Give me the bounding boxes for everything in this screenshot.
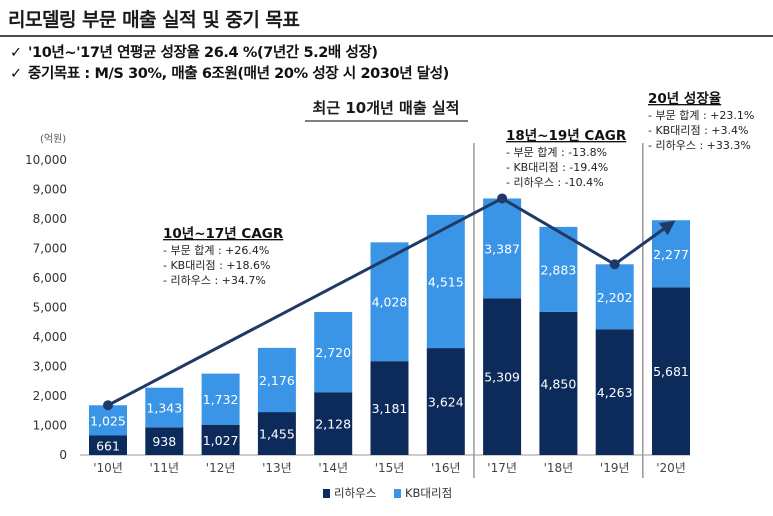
bar-rihouse — [652, 287, 690, 455]
data-label-rihouse: 3,181 — [372, 401, 408, 416]
y-tick-label: 6,000 — [33, 271, 67, 285]
trend-point — [497, 193, 508, 204]
data-label-kb-dealer: 2,176 — [259, 373, 295, 388]
x-tick-label: '13년 — [262, 461, 292, 475]
annotation-line: - KB대리점 : -19.4% — [506, 161, 608, 174]
trend-arrow-19-20 — [613, 220, 676, 266]
x-tick-label: '11년 — [149, 461, 179, 475]
data-label-kb-dealer: 2,883 — [541, 262, 577, 277]
title-divider — [0, 35, 773, 37]
legend-label-rihouse: 리하우스 — [334, 486, 376, 500]
bar-kb-dealer — [145, 387, 184, 428]
y-tick-label: 2,000 — [33, 389, 67, 403]
data-label-kb-dealer: 3,387 — [484, 241, 520, 256]
y-tick-label: 10,000 — [25, 153, 67, 167]
data-label-rihouse: 2,128 — [315, 417, 351, 432]
bar-kb-dealer — [539, 226, 578, 312]
bar-rihouse — [483, 298, 522, 455]
bar-kb-dealer — [314, 311, 353, 393]
y-tick-label: 3,000 — [33, 360, 67, 374]
legend-label-kb-dealer: KB대리점 — [405, 486, 452, 500]
bar-rihouse — [201, 424, 240, 455]
x-tick-label: '15년 — [375, 461, 405, 475]
chart-title: 최근 10개년 매출 실적 — [313, 99, 460, 117]
x-tick-label: '19년 — [600, 461, 630, 475]
y-tick-label: 9,000 — [33, 183, 67, 197]
x-tick-label: '18년 — [544, 461, 574, 475]
x-tick-label: '16년 — [431, 461, 461, 475]
check-icon: ✓ — [10, 66, 22, 82]
trend-point — [103, 400, 113, 411]
x-tick-label: '14년 — [318, 461, 348, 475]
unit-label: (억원) — [40, 133, 66, 145]
annotation-title: 20년 성장율 — [648, 90, 721, 107]
data-label-rihouse: 1,027 — [203, 433, 239, 448]
bar-kb-dealer — [257, 347, 296, 413]
bar-rihouse — [426, 348, 465, 455]
check-icon: ✓ — [10, 45, 22, 61]
page-title: 리모델링 부문 매출 실적 및 중기 목표 — [8, 9, 300, 31]
data-label-kb-dealer: 2,202 — [597, 290, 633, 305]
bar-kb-dealer — [426, 214, 465, 349]
bar-kb-dealer — [483, 198, 522, 299]
data-label-kb-dealer: 1,732 — [203, 392, 239, 407]
y-tick-label: 0 — [59, 448, 67, 462]
data-label-rihouse: 4,263 — [597, 385, 633, 400]
bar-rihouse — [370, 361, 409, 455]
bar-rihouse — [595, 329, 634, 455]
bar-rihouse — [257, 412, 296, 455]
y-tick-label: 8,000 — [33, 212, 67, 226]
trend-line-17-19 — [501, 197, 616, 266]
annotation-line: - 부문 합계 : -13.8% — [506, 146, 607, 159]
bar-kb-dealer — [201, 373, 240, 425]
data-label-kb-dealer: 1,343 — [146, 401, 182, 416]
data-label-kb-dealer: 4,515 — [428, 274, 464, 289]
data-label-rihouse: 5,309 — [484, 370, 520, 385]
data-label-rihouse: 1,455 — [259, 427, 295, 442]
legend-swatch-rihouse — [323, 489, 330, 498]
data-label-rihouse: 5,681 — [653, 364, 689, 379]
y-tick-label: 1,000 — [33, 419, 67, 433]
data-label-rihouse: 938 — [152, 434, 176, 449]
trend-line-10-17 — [107, 197, 503, 407]
bar-kb-dealer — [89, 405, 127, 436]
annotation-line: - 리하우스 : -10.4% — [506, 175, 604, 189]
annotation-line: - 리하우스 : +34.7% — [163, 273, 266, 287]
data-label-kb-dealer: 4,028 — [372, 295, 408, 310]
data-label-rihouse: 3,624 — [428, 395, 464, 410]
annotation-title: 18년~19년 CAGR — [506, 128, 627, 144]
annotation-title: 10년~17년 CAGR — [163, 226, 284, 242]
x-tick-label: '20년 — [656, 461, 686, 475]
trend-point — [609, 259, 620, 270]
annotation-line: - KB대리점 : +18.6% — [163, 259, 270, 272]
bullet-target-text: 중기목표 : M/S 30%, 매출 6조원(매년 20% 성장 시 2030년… — [28, 66, 449, 82]
data-label-kb-dealer: 2,720 — [315, 345, 351, 360]
annotation-line: - 리하우스 : +33.3% — [648, 138, 751, 152]
legend-swatch-kb-dealer — [394, 489, 401, 498]
bar-kb-dealer — [595, 264, 634, 330]
y-tick-label: 4,000 — [33, 330, 67, 344]
data-label-kb-dealer: 2,277 — [653, 247, 689, 262]
bullet-target: ✓ 중기목표 : M/S 30%, 매출 6조원(매년 20% 성장 시 2030… — [10, 62, 449, 83]
bar-kb-dealer — [370, 242, 409, 362]
bullet-cagr: ✓ '10년~'17년 연평균 성장율 26.4 %(7년간 5.2배 성장) — [10, 41, 378, 62]
annotation-line: - 부문 합계 : +26.4% — [163, 244, 269, 257]
y-tick-label: 5,000 — [33, 301, 67, 315]
x-tick-label: '10년 — [93, 461, 123, 475]
y-tick-label: 7,000 — [33, 242, 67, 256]
bar-rihouse — [314, 392, 353, 455]
data-label-rihouse: 661 — [96, 438, 120, 453]
bar-rihouse — [539, 311, 578, 455]
bullet-cagr-text: '10년~'17년 연평균 성장율 26.4 %(7년간 5.2배 성장) — [28, 45, 378, 61]
data-label-rihouse: 4,850 — [541, 376, 577, 391]
bar-rihouse — [89, 435, 127, 455]
annotation-line: - 부문 합계 : +23.1% — [648, 109, 754, 122]
annotation-line: - KB대리점 : +3.4% — [648, 124, 748, 137]
bar-rihouse — [145, 427, 184, 455]
x-tick-label: '17년 — [487, 461, 517, 475]
x-tick-label: '12년 — [206, 461, 236, 475]
data-label-kb-dealer: 1,025 — [90, 413, 126, 428]
